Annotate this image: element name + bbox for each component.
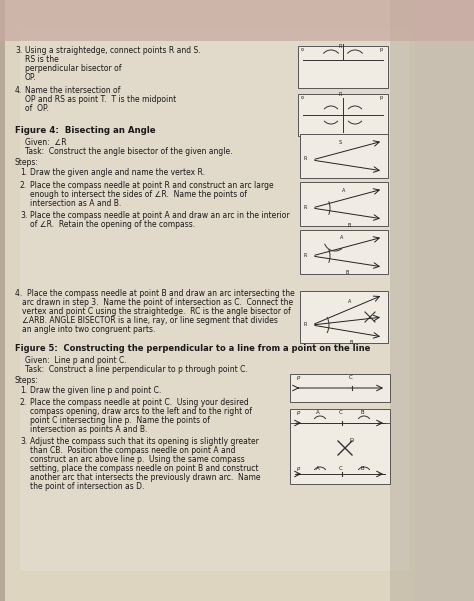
Text: Steps:: Steps: <box>15 158 39 167</box>
Text: setting, place the compass needle on point B and construct: setting, place the compass needle on poi… <box>30 464 258 473</box>
Text: R: R <box>304 253 307 258</box>
Bar <box>300 134 388 178</box>
Text: Given:  Line p and point C.: Given: Line p and point C. <box>25 356 127 365</box>
Text: A: A <box>348 299 351 304</box>
Text: 3.: 3. <box>20 211 27 220</box>
Text: R: R <box>339 92 342 97</box>
Text: 4.: 4. <box>15 86 22 95</box>
Text: compass opening, draw arcs to the left and to the right of: compass opening, draw arcs to the left a… <box>30 407 252 416</box>
Text: the point of intersection as D.: the point of intersection as D. <box>30 482 145 491</box>
Text: D: D <box>350 438 354 443</box>
Text: Adjust the compass such that its opening is slightly greater: Adjust the compass such that its opening… <box>30 437 259 446</box>
Polygon shape <box>5 0 420 601</box>
Text: RS is the: RS is the <box>25 55 59 64</box>
Text: Place the compass needle at point C.  Using your desired: Place the compass needle at point C. Usi… <box>30 398 249 407</box>
Text: intersection as A and B.: intersection as A and B. <box>30 199 121 208</box>
Text: C: C <box>349 375 353 380</box>
Text: Task:  Construct a line perpendicular to p through point C.: Task: Construct a line perpendicular to … <box>25 365 248 374</box>
Text: R: R <box>339 44 342 49</box>
Bar <box>300 291 388 343</box>
Text: 2.: 2. <box>20 398 27 407</box>
Text: OP.: OP. <box>25 73 37 82</box>
Bar <box>300 182 388 226</box>
Text: R: R <box>304 156 307 161</box>
Bar <box>300 230 388 274</box>
Text: vertex and point C using the straightedge.  RC is the angle bisector of: vertex and point C using the straightedg… <box>22 307 291 316</box>
Text: Place the compass needle at point R and construct an arc large: Place the compass needle at point R and … <box>30 181 273 190</box>
Polygon shape <box>390 0 415 601</box>
Text: p: p <box>296 466 300 471</box>
Text: o: o <box>301 95 304 100</box>
Text: 2.: 2. <box>20 181 27 190</box>
Text: S: S <box>339 140 342 145</box>
Text: construct an arc above line p.  Using the same compass: construct an arc above line p. Using the… <box>30 455 245 464</box>
Polygon shape <box>0 0 474 41</box>
Bar <box>290 423 390 484</box>
Text: Figure 4:  Bisecting an Angle: Figure 4: Bisecting an Angle <box>15 126 155 135</box>
Text: perpendicular bisector of: perpendicular bisector of <box>25 64 121 73</box>
Text: enough to intersect the sides of ∠R.  Name the points of: enough to intersect the sides of ∠R. Nam… <box>30 190 247 199</box>
Text: Draw the given angle and name the vertex R.: Draw the given angle and name the vertex… <box>30 168 205 177</box>
Text: p: p <box>380 95 383 100</box>
Text: than CB.  Position the compass needle on point A and: than CB. Position the compass needle on … <box>30 446 236 455</box>
Text: an angle into two congruent parts.: an angle into two congruent parts. <box>22 325 155 334</box>
Text: arc drawn in step 3.  Name the point of intersection as C.  Connect the: arc drawn in step 3. Name the point of i… <box>22 298 293 307</box>
Text: of  OP.: of OP. <box>25 104 49 113</box>
Text: 3.: 3. <box>15 46 22 55</box>
Bar <box>298 46 388 88</box>
Bar <box>290 374 390 402</box>
Text: B: B <box>361 466 365 471</box>
Polygon shape <box>20 30 410 571</box>
Text: A: A <box>342 188 346 193</box>
Text: 3.: 3. <box>20 437 27 446</box>
Text: 1.: 1. <box>20 168 27 177</box>
Text: OP and RS as point T.  T is the midpoint: OP and RS as point T. T is the midpoint <box>25 95 176 104</box>
Text: Given:  ∠R: Given: ∠R <box>25 138 67 147</box>
Text: B: B <box>361 410 365 415</box>
Text: Name the intersection of: Name the intersection of <box>25 86 120 95</box>
Text: B: B <box>350 340 354 345</box>
Text: A: A <box>316 410 320 415</box>
Text: Draw the given line p and point C.: Draw the given line p and point C. <box>30 386 161 395</box>
Text: A: A <box>316 466 320 471</box>
Text: ∠ARB. ANGLE BISECTOR is a line, ray, or line segment that divides: ∠ARB. ANGLE BISECTOR is a line, ray, or … <box>22 316 278 325</box>
Text: Task:  Construct the angle bisector of the given angle.: Task: Construct the angle bisector of th… <box>25 147 233 156</box>
Text: R: R <box>304 322 307 327</box>
Text: of ∠R.  Retain the opening of the compass.: of ∠R. Retain the opening of the compass… <box>30 220 195 229</box>
Bar <box>290 409 390 437</box>
Text: intersection as points A and B.: intersection as points A and B. <box>30 425 147 434</box>
Text: B: B <box>346 270 349 275</box>
Text: p: p <box>380 47 383 52</box>
Text: Steps:: Steps: <box>15 376 39 385</box>
Polygon shape <box>415 0 474 601</box>
Bar <box>298 94 388 136</box>
Text: R: R <box>304 205 307 210</box>
Text: C: C <box>339 410 343 415</box>
Text: 4.  Place the compass needle at point B and draw an arc intersecting the: 4. Place the compass needle at point B a… <box>15 289 295 298</box>
Text: Figure 5:  Constructing the perpendicular to a line from a point on the line: Figure 5: Constructing the perpendicular… <box>15 344 370 353</box>
Text: A: A <box>340 235 343 240</box>
Text: C: C <box>339 466 343 471</box>
Text: p: p <box>296 375 300 380</box>
Text: B: B <box>348 223 351 228</box>
Text: Place the compass needle at point A and draw an arc in the interior: Place the compass needle at point A and … <box>30 211 290 220</box>
Text: another arc that intersects the previously drawn arc.  Name: another arc that intersects the previous… <box>30 473 261 482</box>
Text: 1.: 1. <box>20 386 27 395</box>
Text: o: o <box>301 47 304 52</box>
Text: point C intersecting line p.  Name the points of: point C intersecting line p. Name the po… <box>30 416 210 425</box>
Text: p: p <box>296 410 300 415</box>
Text: Using a straightedge, connect points R and S.: Using a straightedge, connect points R a… <box>25 46 201 55</box>
